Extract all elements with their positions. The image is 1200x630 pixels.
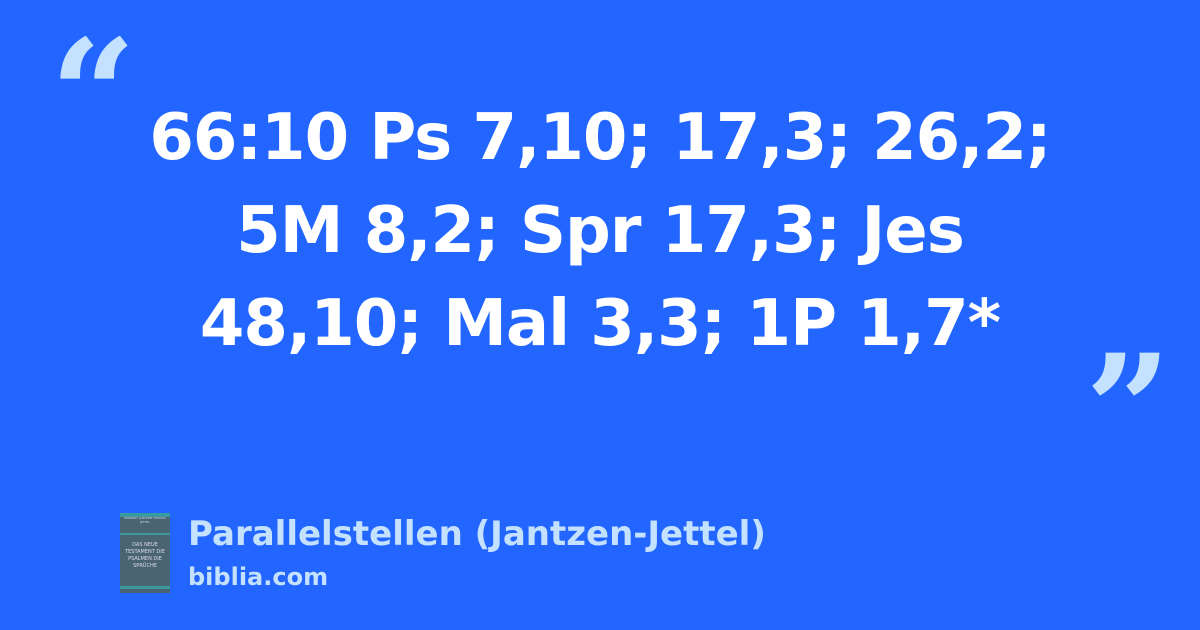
close-quote-mark: ”	[1085, 322, 1172, 498]
quote-line: 66:10 Ps 7,10; 17,3; 26,2;	[149, 101, 1051, 175]
source-title: Parallelstellen (Jantzen-Jettel)	[188, 514, 766, 554]
cover-band	[120, 513, 170, 517]
quote-text: 66:10 Ps 7,10; 17,3; 26,2; 5M 8,2; Spr 1…	[100, 92, 1100, 371]
open-quote-mark: “	[50, 7, 137, 183]
cover-title: DAS NEUE TESTAMENT DIE PSALMEN DIE SPRÜC…	[125, 542, 165, 569]
quote-line: 5M 8,2; Spr 17,3; Jes	[236, 194, 965, 268]
cover-authors: HERBERT JANTZEN THOMAS JETTEL	[124, 516, 166, 524]
cover-band	[120, 586, 170, 589]
quote-line: 48,10; Mal 3,3; 1P 1,7*	[199, 287, 1001, 361]
source-site: biblia.com	[188, 563, 329, 591]
book-cover-image: HERBERT JANTZEN THOMAS JETTEL DAS NEUE T…	[120, 513, 170, 593]
cover-band	[120, 533, 170, 535]
